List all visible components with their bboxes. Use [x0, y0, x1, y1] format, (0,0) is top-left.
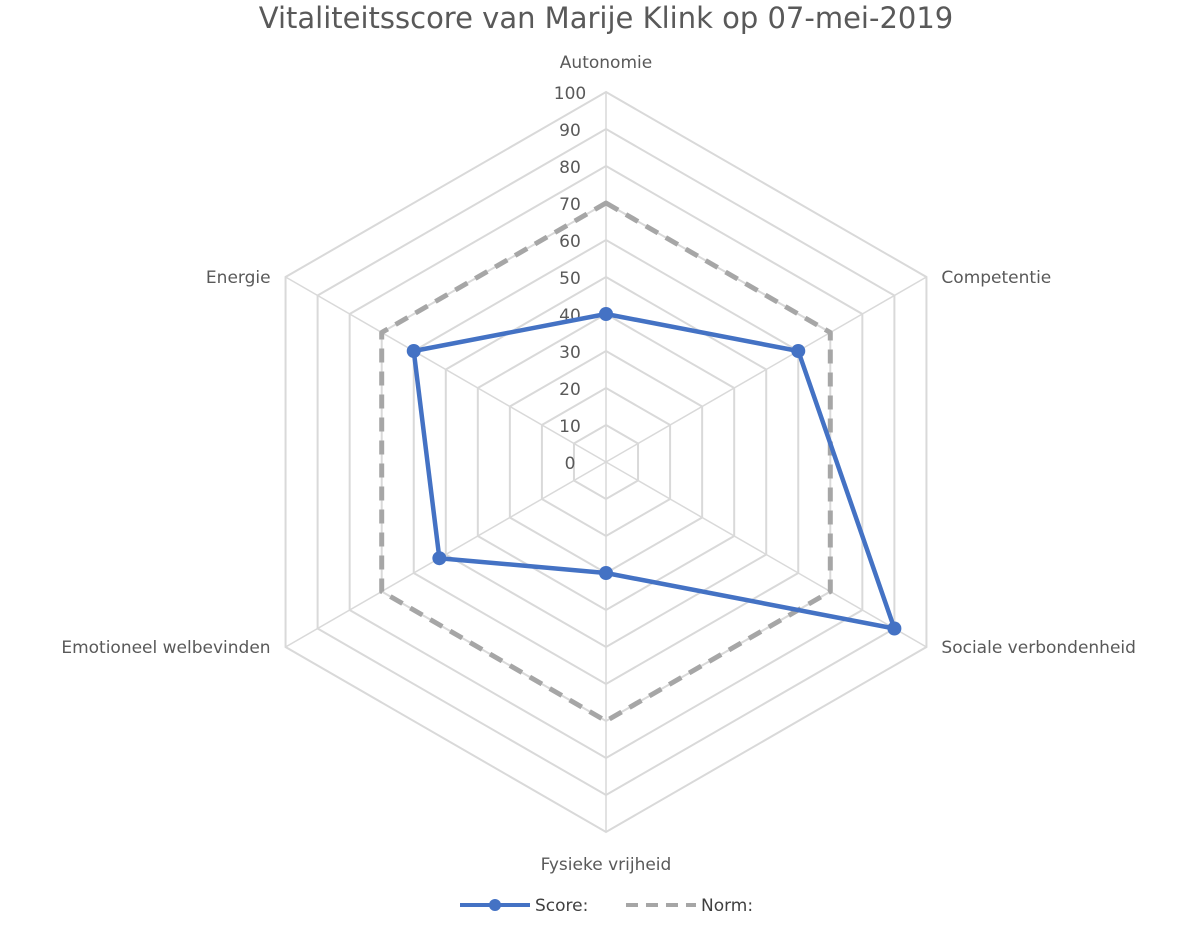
category-label-0: Autonomie	[560, 53, 652, 73]
axis-spoke-5	[285, 276, 607, 463]
tick-label-60: 60	[559, 232, 581, 252]
legend-item-norm[interactable]: Norm:	[626, 896, 753, 916]
tick-label-30: 30	[559, 343, 581, 363]
series-1	[379, 200, 833, 724]
axis-spoke-4	[285, 461, 607, 648]
category-label-5: Energie	[206, 268, 271, 288]
category-labels: Autonomie Competentie Sociale verbondenhei…	[61, 53, 1136, 875]
tick-label-100: 100	[554, 84, 586, 104]
tick-label-50: 50	[559, 269, 581, 289]
data-point-0-1[interactable]	[791, 344, 806, 358]
legend-label-norm: Norm:	[701, 896, 753, 916]
data-point-0-2[interactable]	[887, 621, 902, 636]
category-label-4: Emotioneel welbevinden	[61, 638, 270, 658]
legend-score-marker	[489, 899, 501, 911]
tick-label-0: 0	[565, 454, 576, 474]
tick-label-20: 20	[559, 380, 581, 400]
series-line-1	[379, 200, 833, 724]
axis-spoke-1	[605, 276, 927, 463]
category-label-2: Sociale verbondenheid	[941, 638, 1136, 658]
tick-label-10: 10	[559, 417, 581, 437]
tick-label-70: 70	[559, 195, 581, 215]
legend-item-score[interactable]: Score:	[460, 896, 588, 916]
series-layer	[379, 200, 902, 724]
tick-label-90: 90	[559, 121, 581, 141]
data-point-0-5[interactable]	[406, 344, 421, 358]
series-0	[406, 307, 902, 636]
chart-title: Vitaliteitsscore van Marije Klink op 07-…	[259, 1, 954, 35]
tick-label-80: 80	[559, 158, 581, 178]
legend-label-score: Score:	[535, 896, 588, 916]
category-label-3: Fysieke vrijheid	[541, 855, 672, 875]
axis-spoke-2	[605, 461, 927, 648]
legend: Score: Norm:	[460, 896, 753, 916]
category-label-1: Competentie	[941, 268, 1051, 288]
data-point-0-3[interactable]	[599, 566, 613, 580]
data-point-0-0[interactable]	[599, 307, 613, 321]
series-line-0	[411, 311, 897, 631]
data-point-0-4[interactable]	[432, 551, 447, 566]
